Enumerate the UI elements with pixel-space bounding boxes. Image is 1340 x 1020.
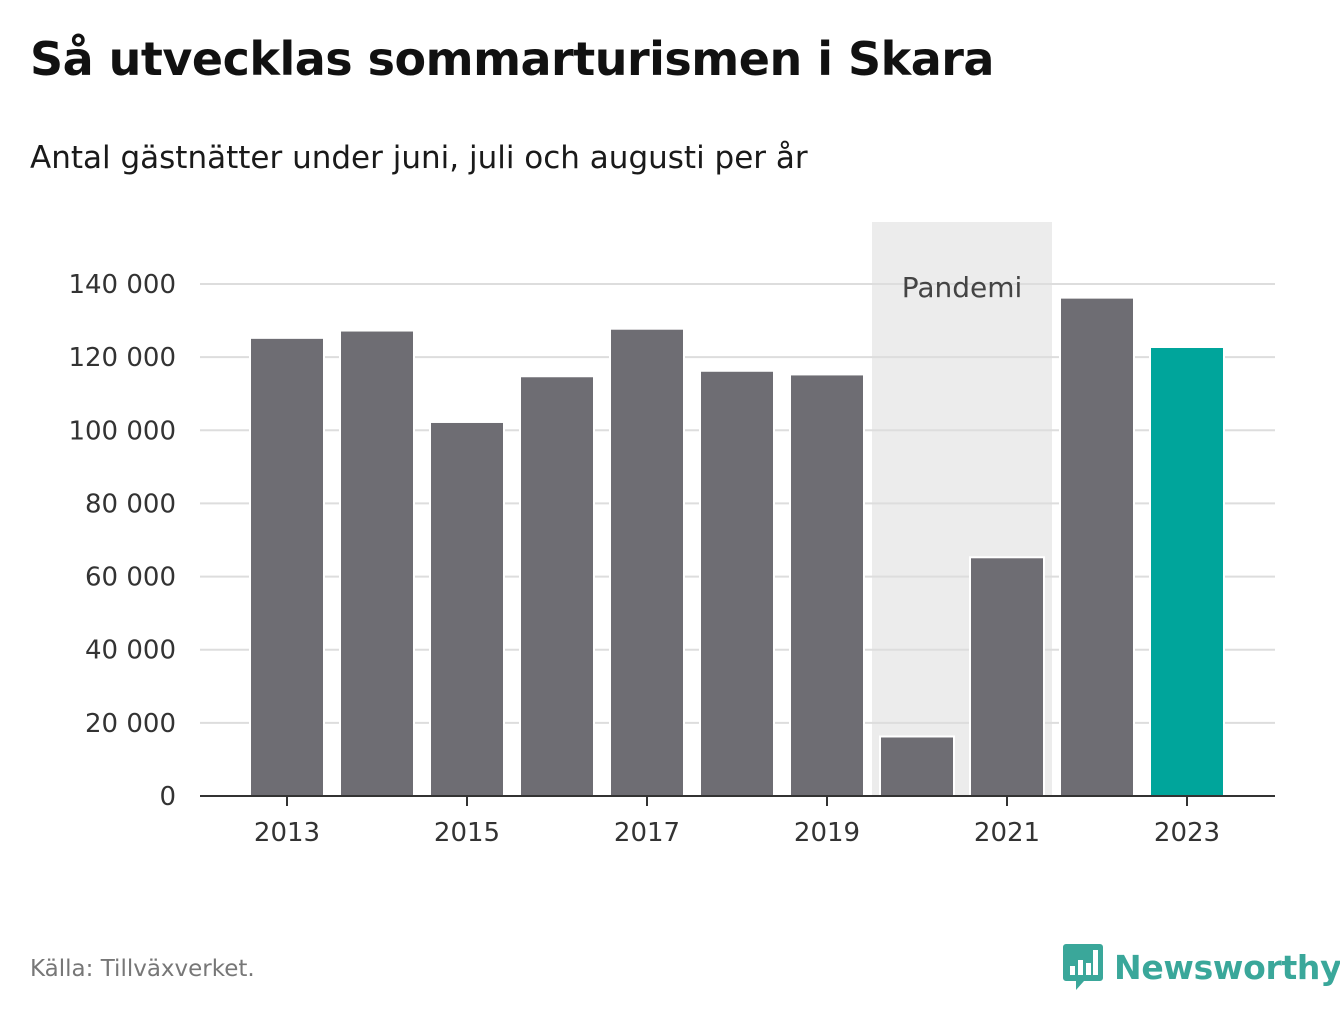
x-tick-label: 2013: [254, 818, 320, 848]
y-tick-label: 0: [159, 782, 176, 812]
bar-2016: [519, 375, 595, 797]
chart-subtitle: Antal gästnätter under juni, juli och au…: [30, 140, 808, 176]
bar-2020: [879, 735, 955, 798]
newsworthy-logo-text: Newsworthy: [1114, 947, 1340, 987]
bar-2013: [249, 336, 325, 797]
x-tick-label: 2017: [614, 818, 680, 848]
chart-title: Så utvecklas sommarturismen i Skara: [30, 32, 994, 86]
pandemic-label: Pandemi: [902, 271, 1023, 304]
bar-2017: [609, 327, 685, 797]
bar-chart: Pandemi 0 20 000 40 000 60 000 80 000 100 000 1…: [68, 222, 1275, 848]
bar-layer: [249, 296, 1225, 798]
x-tick-label: 2023: [1154, 818, 1220, 848]
newsworthy-logo: Newsworthy: [1062, 942, 1340, 992]
y-tick-label: 40 000: [85, 636, 176, 666]
bar-2014: [339, 329, 415, 797]
bar-2023: [1149, 346, 1225, 797]
y-tick-label: 140 000: [68, 270, 176, 300]
y-tick-label: 120 000: [68, 343, 176, 373]
x-tick-label: 2015: [434, 818, 500, 848]
x-tick-label: 2021: [974, 818, 1040, 848]
newsworthy-logo-icon: [1063, 944, 1103, 990]
source-note: Källa: Tillväxverket.: [30, 956, 255, 982]
bar-2018: [699, 369, 775, 797]
y-tick-label: 20 000: [85, 709, 176, 739]
bar-2021: [969, 556, 1045, 797]
axis-layer: [200, 795, 1275, 806]
label-layer: Pandemi 0 20 000 40 000 60 000 80 000 100 000 1…: [68, 270, 1220, 848]
y-tick-label: 60 000: [85, 563, 176, 593]
bar-2019: [789, 373, 865, 797]
y-tick-label: 80 000: [85, 489, 176, 519]
x-tick-label: 2019: [794, 818, 860, 848]
bar-2015: [429, 420, 505, 797]
y-tick-label: 100 000: [68, 416, 176, 446]
bar-2022: [1059, 296, 1135, 797]
